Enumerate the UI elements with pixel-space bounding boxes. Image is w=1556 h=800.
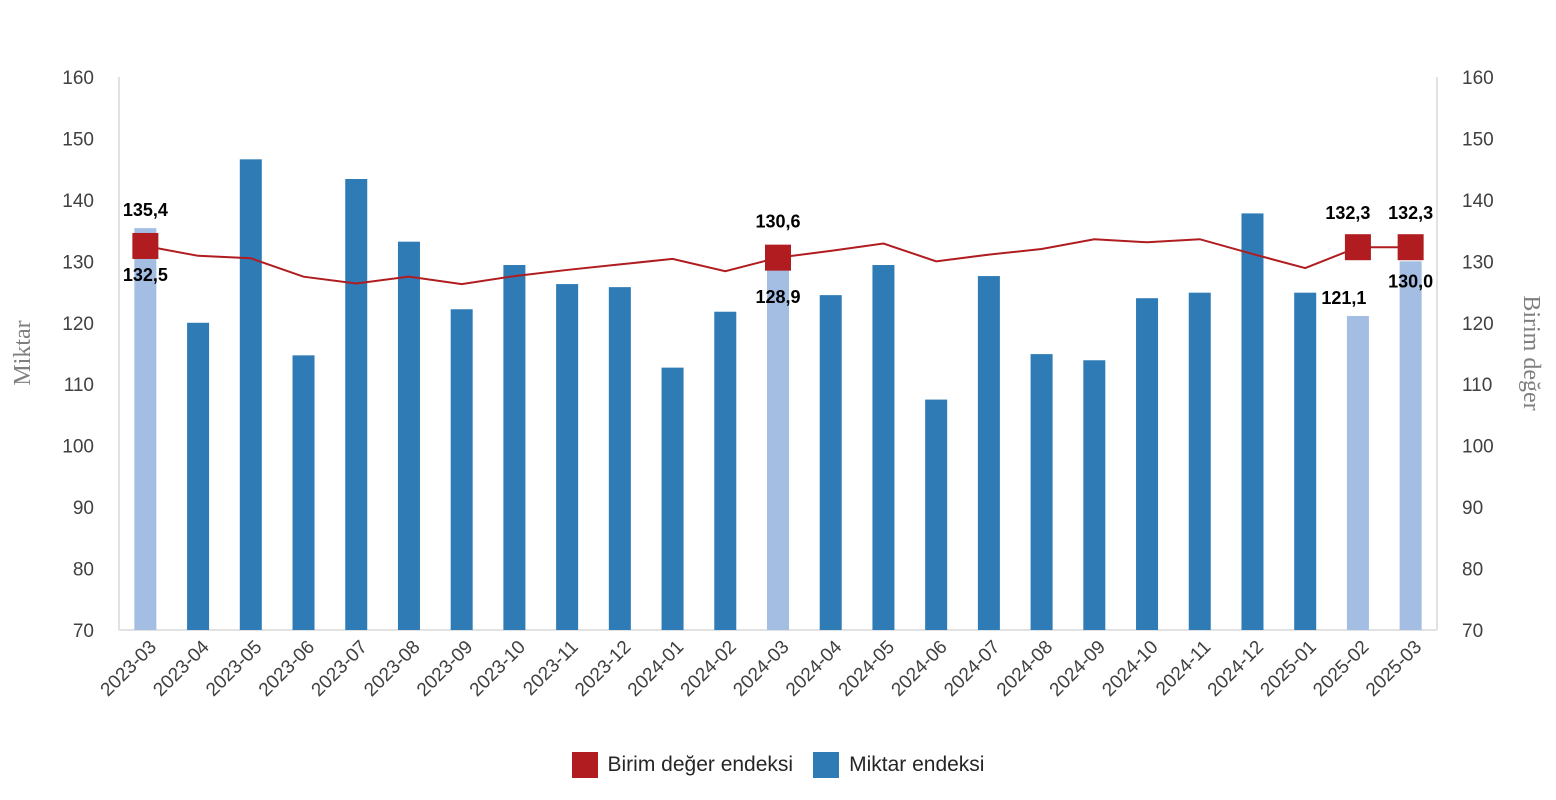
bar [187,322,210,630]
y2-tick-label: 100 [1462,437,1494,458]
y-tick-label: 140 [62,191,94,212]
bar [345,178,368,630]
y2-axis-title: Birim değer [1518,295,1544,410]
legend: Birim değer endeksi Miktar endeksi [0,752,1556,778]
legend-swatch-unit-value [571,752,598,778]
bar [1188,292,1211,630]
bar [1399,261,1422,630]
x-tick-label: 2023-06 [255,637,319,701]
legend-label-unit-value: Birim değer endeksi [607,753,794,776]
bar [608,287,631,630]
bar [1030,354,1053,630]
legend-label-quantity: Miktar endeksi [849,753,985,776]
bar [556,284,579,630]
y-tick-label: 150 [62,129,94,150]
line-data-label: 132,3 [1388,203,1433,223]
y2-tick-label: 140 [1462,191,1494,212]
x-tick-label: 2023-09 [413,637,477,701]
line-marker [1397,234,1424,261]
x-tick-label: 2023-11 [519,637,582,700]
x-tick-label: 2025-03 [1362,637,1426,701]
x-tick-label: 2023-07 [308,637,372,701]
y-axis-title: Miktar [10,320,36,385]
y-tick-label: 80 [73,560,94,581]
bar [397,241,420,630]
x-tick-label: 2024-11 [1152,637,1215,700]
bar [450,309,473,630]
x-tick-label: 2023-10 [466,637,530,701]
bar [767,268,789,630]
bar [872,265,895,630]
bar [1136,298,1159,630]
y2-tick-label: 160 [1462,68,1494,89]
x-tick-label: 2023-04 [149,636,213,700]
bar [503,265,526,630]
x-tick-label: 2025-01 [1257,637,1321,701]
bar [1241,213,1264,630]
y2-tick-label: 150 [1462,129,1494,150]
legend-item-quantity[interactable]: Miktar endeksi [813,752,984,778]
line-data-label: 130,6 [755,212,800,232]
bar [1346,316,1369,630]
x-tick-label: 2023-08 [360,637,424,701]
x-tick-label: 2024-01 [624,637,688,701]
line-data-label: 132,3 [1325,203,1370,223]
y2-tick-label: 130 [1462,252,1494,273]
x-tick-label: 2025-02 [1309,637,1373,701]
y2-tick-label: 80 [1462,560,1483,581]
y-tick-label: 90 [73,498,94,519]
bars [134,159,1422,631]
bar [1083,360,1106,630]
y-tick-label: 70 [73,621,94,642]
line-marker [132,232,159,259]
bar [661,367,684,630]
y-tick-label: 110 [64,375,94,396]
x-tick-label: 2024-09 [1046,637,1110,701]
x-tick-label: 2024-07 [940,637,1004,701]
line-series [132,232,1424,286]
x-tick-label: 2024-08 [993,637,1057,701]
bar [1294,292,1317,630]
bar [134,228,157,631]
y2-tick-label: 110 [1462,375,1492,396]
x-tick-label: 2023-12 [571,637,635,701]
y2-tick-label: 90 [1462,498,1483,519]
y-tick-label: 100 [62,437,94,458]
legend-swatch-quantity [813,752,840,778]
y-tick-label: 160 [62,68,94,89]
bar-data-label: 128,9 [755,287,800,307]
bar [714,311,737,630]
x-tick-label: 2023-03 [97,637,161,701]
x-tick-label: 2024-06 [888,637,952,701]
x-tick-label: 2024-10 [1098,637,1162,701]
bar [925,399,948,630]
y-tick-label: 130 [62,252,94,273]
bar [977,276,1000,630]
x-tick-label: 2023-05 [202,637,266,701]
y2-tick-label: 120 [1462,314,1494,335]
x-tick-label: 2024-05 [835,637,899,701]
y-tick-label: 120 [62,314,94,335]
bar [292,355,315,630]
x-tick-label: 2024-02 [677,637,741,701]
bar [819,295,842,630]
bar-data-label: 130,0 [1388,271,1433,291]
bar [239,159,262,630]
x-tick-label: 2024-04 [782,636,846,700]
line-marker [1344,234,1371,261]
bar-data-label: 121,1 [1321,288,1366,308]
data-labels: 135,4 132,5 128,9 130,6 121,1 132,3 130,0 132,3 [123,200,1433,308]
line-marker [765,244,791,271]
x-tick-label: 2024-03 [729,637,793,701]
bar-data-label: 135,4 [123,200,168,220]
y2-tick-label: 70 [1462,621,1483,642]
line-data-label: 132,5 [123,265,168,285]
x-tick-label: 2024-12 [1204,637,1268,701]
legend-item-unit-value[interactable]: Birim değer endeksi [571,752,794,778]
